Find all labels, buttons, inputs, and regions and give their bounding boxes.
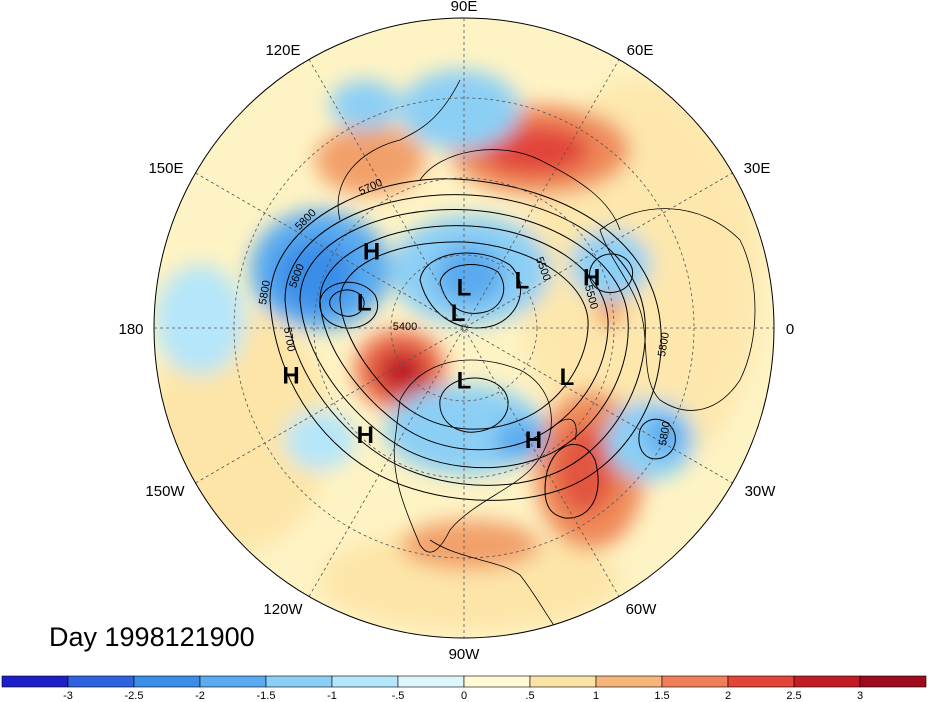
lon-label-0: 0 xyxy=(786,321,794,338)
colorbar-swatch xyxy=(595,675,663,688)
contour-label: 5400 xyxy=(393,321,417,333)
low-pressure-marker: L xyxy=(515,267,530,294)
lon-label-180: 180 xyxy=(118,321,143,338)
contour-label: 5800 xyxy=(656,331,672,357)
lon-label-90w: 90W xyxy=(449,646,481,663)
colorbar-tick-label: 1.5 xyxy=(654,690,669,702)
colorbar-swatch xyxy=(397,675,465,688)
colorbar-tick-label: 0 xyxy=(461,690,467,702)
colorbar-tick-label: -1.5 xyxy=(257,690,276,702)
colorbar-tick-label: -2.5 xyxy=(125,690,144,702)
colorbar: -3 -2.5 -2 -1.5 -1 -.5 0 .5 1 1.5 2 2.5 3 xyxy=(1,675,927,702)
low-pressure-marker: L xyxy=(451,300,466,327)
low-pressure-marker: L xyxy=(457,368,472,395)
colorbar-tick-label: -3 xyxy=(63,690,73,702)
colorbar-swatch xyxy=(67,675,135,688)
contour-label: 5700 xyxy=(281,326,297,352)
colorbar-swatch xyxy=(1,675,69,688)
lon-label-60w: 60W xyxy=(626,601,658,618)
low-pressure-marker: L xyxy=(457,275,472,302)
low-pressure-marker: L xyxy=(560,364,575,391)
colorbar-swatch xyxy=(859,675,927,688)
colorbar-swatch xyxy=(529,675,597,688)
low-pressure-marker: L xyxy=(357,289,372,316)
contour-label: 5800 xyxy=(657,420,673,446)
lon-label-30e: 30E xyxy=(744,160,771,177)
colorbar-tick-label: -.5 xyxy=(392,690,405,702)
colorbar-swatch xyxy=(133,675,201,688)
high-pressure-marker: H xyxy=(357,422,374,449)
map-title: Day 1998121900 xyxy=(49,622,255,652)
high-pressure-marker: H xyxy=(525,427,542,454)
colorbar-swatch xyxy=(463,675,531,688)
high-pressure-marker: H xyxy=(583,264,600,291)
lon-label-30w: 30W xyxy=(745,483,777,500)
colorbar-tick-label: 3 xyxy=(857,690,863,702)
colorbar-swatch xyxy=(331,675,399,688)
colorbar-swatch xyxy=(661,675,729,688)
high-pressure-marker: H xyxy=(282,362,299,389)
contour-label: 5800 xyxy=(257,279,273,305)
graticule xyxy=(154,18,774,638)
colorbar-swatch xyxy=(727,675,795,688)
colorbar-swatch xyxy=(199,675,267,688)
high-pressure-marker: H xyxy=(363,239,380,266)
colorbar-swatch xyxy=(265,675,333,688)
map-boundary xyxy=(153,17,775,639)
lon-label-150e: 150E xyxy=(148,160,183,177)
colorbar-tick-label: 1 xyxy=(593,690,599,702)
colorbar-tick-label: .5 xyxy=(525,690,534,702)
lon-label-60e: 60E xyxy=(627,42,654,59)
longitude-labels: 90E 60E 30E 0 30W 60W 90W 120W 150W 180 … xyxy=(118,0,794,663)
height-contours xyxy=(269,178,676,519)
lon-label-120w: 120W xyxy=(263,601,303,618)
lon-label-120e: 120E xyxy=(265,42,300,59)
lon-label-90e: 90E xyxy=(451,0,478,15)
colorbar-swatch xyxy=(793,675,861,688)
colorbar-tick-label: -2 xyxy=(195,690,205,702)
colorbar-tick-label: 2.5 xyxy=(786,690,801,702)
lon-label-150w: 150W xyxy=(145,483,185,500)
colorbar-tick-label: 2 xyxy=(725,690,731,702)
colorbar-tick-label: -1 xyxy=(327,690,337,702)
